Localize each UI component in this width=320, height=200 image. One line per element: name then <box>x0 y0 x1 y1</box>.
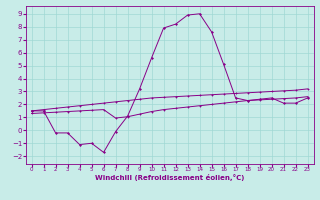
X-axis label: Windchill (Refroidissement éolien,°C): Windchill (Refroidissement éolien,°C) <box>95 174 244 181</box>
